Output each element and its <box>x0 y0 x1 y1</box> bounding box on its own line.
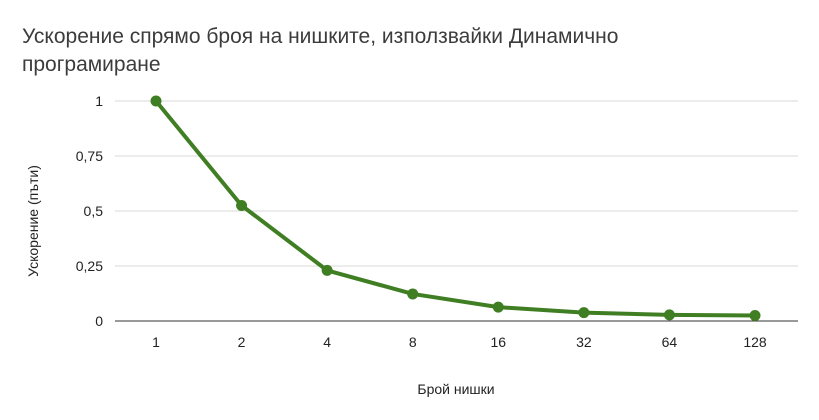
y-axis-label: Ускорение (пъти) <box>25 165 41 277</box>
series-speedup <box>150 95 761 321</box>
x-tick-label: 2 <box>238 334 246 350</box>
data-point <box>749 310 761 321</box>
chart-title-line-1: Ускорение спрямо броя на нишките, използ… <box>22 25 618 48</box>
chart-title-line-2: програмиране <box>22 53 161 76</box>
x-tick-label: 4 <box>323 334 331 350</box>
x-axis-label: Брой нишки <box>417 381 494 397</box>
y-tick-label: 0,25 <box>76 258 103 274</box>
data-point <box>236 200 248 211</box>
data-point <box>578 307 590 319</box>
x-tick-label: 128 <box>743 334 767 350</box>
x-tick-label: 16 <box>490 334 506 350</box>
data-point <box>321 264 333 276</box>
x-tick-label: 64 <box>662 334 678 350</box>
x-axis-ticks: 1 2 4 8 16 32 64 128 <box>152 334 767 350</box>
data-point <box>663 309 675 321</box>
data-point <box>407 288 419 300</box>
x-tick-label: 32 <box>576 334 592 350</box>
y-axis-ticks: 0 0,25 0,5 0,75 1 <box>76 93 103 329</box>
data-point <box>492 301 504 313</box>
series-line <box>154 99 757 318</box>
y-tick-label: 1 <box>95 93 103 109</box>
y-tick-label: 0,5 <box>84 203 104 219</box>
gridlines <box>115 100 798 322</box>
x-tick-label: 8 <box>409 334 417 350</box>
y-tick-label: 0,75 <box>76 148 103 164</box>
y-tick-label: 0 <box>95 313 103 329</box>
data-point <box>150 95 162 107</box>
x-tick-label: 1 <box>152 334 160 350</box>
